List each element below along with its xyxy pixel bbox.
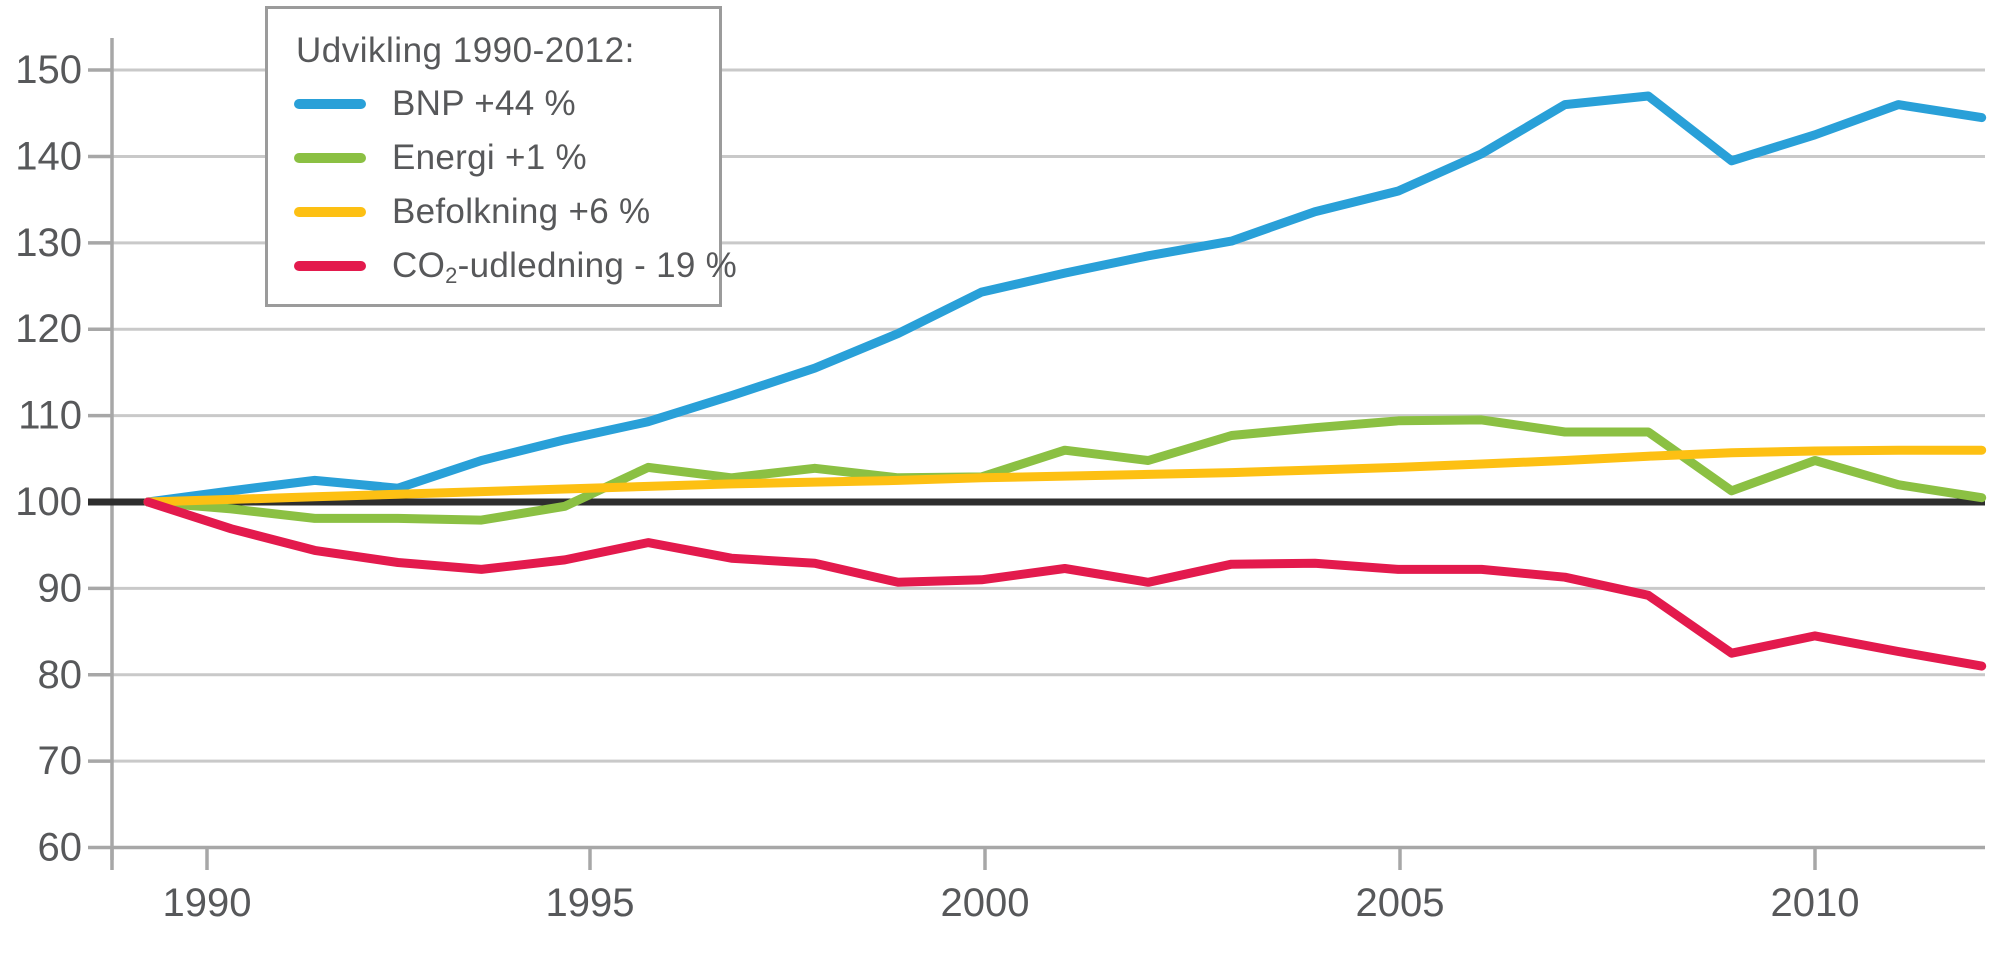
- y-tick-label: 150: [15, 48, 82, 92]
- legend-swatch: [294, 261, 366, 271]
- legend-label: BNP +44 %: [392, 84, 576, 123]
- y-tick-label: 90: [38, 566, 83, 610]
- legend-swatch: [294, 99, 366, 109]
- legend-label: Befolkning +6 %: [392, 192, 651, 231]
- y-tick-label: 60: [38, 826, 83, 870]
- legend-label: Energi +1 %: [392, 138, 587, 177]
- series-line-co2-udledning: [143, 497, 1987, 671]
- legend-item-co2-udledning: CO2-udledning - 19 %: [294, 239, 737, 293]
- x-tick-label: 1990: [163, 881, 252, 925]
- legend-item-energi: Energi +1 %: [294, 131, 719, 185]
- x-tick-label: 1995: [546, 881, 635, 925]
- y-tick-label: 130: [15, 221, 82, 265]
- y-tick-label: 100: [15, 480, 82, 524]
- y-tick-label: 110: [18, 394, 82, 438]
- y-tick-label: 70: [38, 739, 83, 783]
- y-tick-label: 80: [38, 653, 83, 697]
- legend-rows: BNP +44 % Energi +1 % Befolkning +6 % CO2-u…: [294, 77, 737, 293]
- legend-swatch: [294, 153, 366, 163]
- x-tick-label: 2000: [941, 881, 1030, 925]
- x-tick-label: 2005: [1356, 881, 1445, 925]
- series-line-bnp: [143, 91, 1987, 507]
- legend-swatch: [294, 207, 366, 217]
- legend-item-bnp: BNP +44 %: [294, 77, 719, 131]
- legend-box: Udvikling 1990-2012: BNP +44 % Energi +1 …: [265, 6, 737, 307]
- x-tick-label: 2010: [1771, 881, 1860, 925]
- legend-label: CO2-udledning - 19 %: [392, 246, 738, 288]
- y-tick-label: 120: [15, 307, 82, 351]
- series-line-befolkning: [143, 445, 1987, 507]
- y-tick-label: 140: [15, 134, 82, 178]
- legend-item-befolkning: Befolkning +6 %: [294, 185, 719, 239]
- legend-title: Udvikling 1990-2012:: [296, 31, 635, 70]
